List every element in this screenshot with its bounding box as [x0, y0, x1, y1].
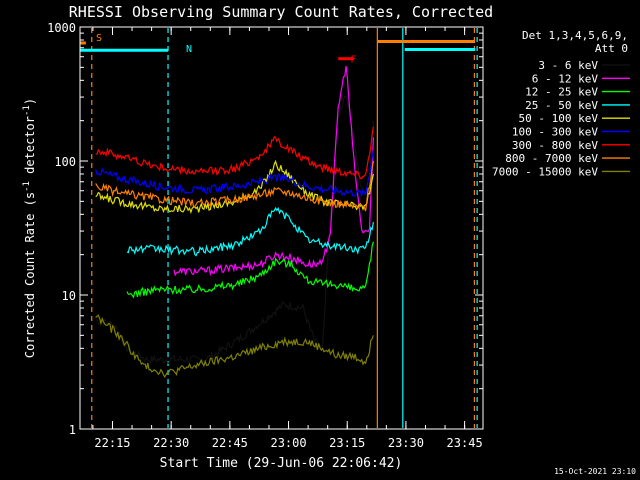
- legend-label-5: 50 - 100 keV: [519, 112, 599, 125]
- legend-header-2: Att 0: [595, 42, 628, 55]
- legend-label-6: 100 - 300 keV: [512, 126, 598, 139]
- x-axis: 22:15 22:30 22:45 23:00 23:15 23:30 23:45: [92, 27, 483, 450]
- legend-label-1: 3 - 6 keV: [538, 59, 598, 72]
- y-tick-label-1000: 1000: [47, 21, 76, 35]
- plot-frame: [79, 26, 484, 430]
- y-axis: 1 10 100 1000: [47, 21, 483, 437]
- y-tick-label-100: 100: [54, 155, 76, 169]
- legend-label-8: 800 - 7000 keV: [505, 152, 598, 165]
- flag-annotation-s: S: [96, 33, 102, 44]
- timestamp: 15-Oct-2021 23:10: [554, 467, 636, 476]
- legend-label-2: 6 - 12 keV: [532, 72, 599, 85]
- x-tick-label-2330: 23:30: [388, 436, 424, 450]
- series-line-6: [95, 150, 374, 197]
- series-line-9: [95, 314, 374, 379]
- y-axis-label-end: ): [23, 98, 37, 105]
- plot-area: S N F: [80, 28, 478, 428]
- y-tick-label-1: 1: [69, 423, 76, 437]
- series-line-1: [95, 95, 374, 365]
- legend-label-7: 300 - 800 keV: [512, 139, 598, 152]
- x-tick-label-2215: 22:15: [94, 436, 130, 450]
- flag-annotation-n: N: [186, 44, 192, 55]
- y-axis-label-sup2: -1: [22, 105, 32, 116]
- y-axis-label-mid: detector: [23, 116, 37, 181]
- y-tick-label-10: 10: [62, 289, 76, 303]
- legend-label-3: 12 - 25 keV: [525, 86, 598, 99]
- x-tick-label-2315: 23:15: [329, 436, 365, 450]
- y-axis-label-base: Corrected Count Rate (s: [23, 192, 37, 358]
- chart-title: RHESSI Observing Summary Count Rates, Co…: [69, 3, 493, 21]
- flag-annotation-f: F: [350, 55, 356, 66]
- legend-label-4: 25 - 50 keV: [525, 99, 598, 112]
- series-line-3: [126, 241, 374, 299]
- series-line-7: [95, 160, 374, 212]
- x-tick-label-2345: 23:45: [447, 436, 483, 450]
- x-tick-label-2230: 22:30: [153, 436, 189, 450]
- legend-label-9: 7000 - 15000 keV: [492, 165, 598, 178]
- series-line-2: [173, 65, 374, 277]
- x-axis-label: Start Time (29-Jun-06 22:06:42): [160, 456, 403, 471]
- legend-header-1: Det 1,3,4,5,6,9,: [522, 29, 628, 42]
- y-axis-label: Corrected Count Rate (s-1 detector-1): [22, 98, 37, 358]
- series-line-4: [126, 206, 374, 257]
- y-axis-label-sup1: -1: [22, 181, 32, 192]
- series-line-8: [95, 126, 374, 180]
- x-tick-label-2245: 22:45: [212, 436, 248, 450]
- x-tick-label-2300: 23:00: [270, 436, 306, 450]
